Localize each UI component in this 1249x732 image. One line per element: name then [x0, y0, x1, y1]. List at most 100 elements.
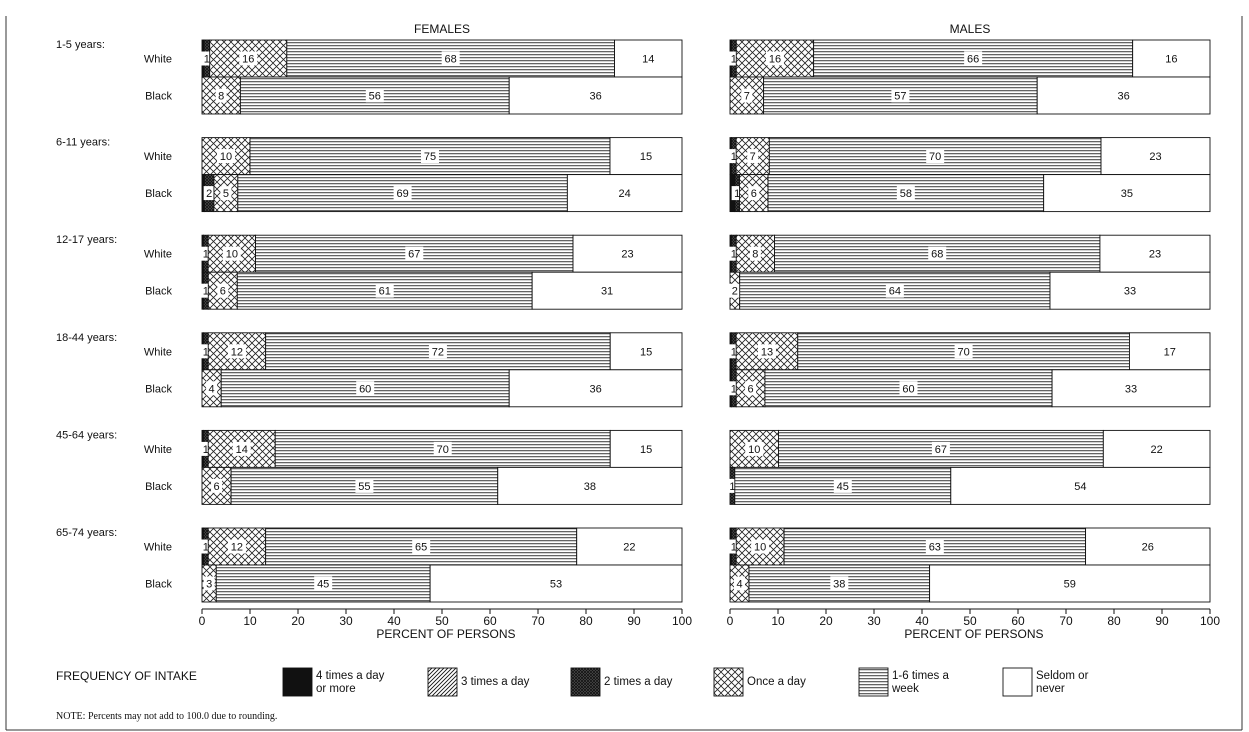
age-group-label: 65-74 years: [56, 527, 117, 539]
segment-value-label: 60 [902, 383, 914, 395]
segment-value-label: 22 [623, 542, 635, 554]
bar-segment-sn [1132, 39, 1211, 78]
race-label: Black [145, 286, 172, 298]
segment-label-bg [211, 478, 223, 493]
segment-value-label: 61 [379, 286, 391, 298]
segment-value-label: 7 [744, 91, 750, 103]
segment-value-label: 8 [752, 249, 758, 261]
bar-segment-sn [1036, 76, 1211, 115]
segment-label-bg [954, 344, 973, 359]
bar-segment-sn [950, 466, 1211, 505]
segment-label-bg [726, 478, 738, 493]
segment-value-label: 59 [1064, 579, 1076, 591]
segment-value-label: 68 [931, 249, 943, 261]
segment-value-label: 23 [1149, 249, 1161, 261]
legend-swatch [713, 667, 744, 697]
bar-row: 2 5 69 24 [201, 174, 683, 213]
legend-label: or more [316, 683, 356, 695]
legend-label: 4 times a day [316, 670, 385, 682]
segment-value-label: 45 [837, 481, 849, 493]
bar-row: 1 45 54 [726, 466, 1211, 505]
legend-label: 2 times a day [604, 676, 673, 688]
legend-item-2x: 2 times a day [570, 667, 673, 697]
segment-label-bg [747, 149, 759, 164]
segment-value-label: 22 [1151, 444, 1163, 456]
segment-value-label: 1 [731, 383, 737, 395]
segment-label-bg [227, 344, 246, 359]
bar-segment-sn [1102, 429, 1211, 468]
bar-row: 1 8 68 23 [728, 234, 1211, 273]
segment-value-label: 36 [1117, 91, 1129, 103]
segment-label-bg [201, 51, 213, 66]
segment-value-label: 56 [369, 91, 381, 103]
bar-segment-sn [429, 564, 683, 603]
x-tick-label: 50 [963, 614, 977, 628]
segment-value-label: 1 [731, 542, 737, 554]
legend-swatch [570, 667, 601, 697]
segment-value-label: 72 [432, 346, 444, 358]
segment-label-bg [885, 283, 904, 298]
race-label: White [144, 444, 172, 456]
segment-value-label: 1 [204, 54, 210, 66]
segment-label-bg [745, 381, 757, 396]
segment-value-label: 38 [833, 579, 845, 591]
segment-value-label: 15 [640, 151, 652, 163]
segment-value-label: 63 [929, 542, 941, 554]
segment-value-label: 16 [769, 54, 781, 66]
bar-row: 2 64 33 [729, 271, 1211, 310]
x-tick-label: 30 [867, 614, 881, 628]
legend-title: FREQUENCY OF INTAKE [56, 669, 197, 683]
segment-label-bg [314, 576, 333, 591]
segment-value-label: 16 [1165, 54, 1177, 66]
segment-label-bg [745, 441, 764, 456]
segment-value-label: 10 [754, 542, 766, 554]
segment-label-bg [728, 149, 740, 164]
segment-value-label: 57 [894, 91, 906, 103]
segment-value-label: 1 [731, 54, 737, 66]
bar-segment-sn [508, 369, 683, 408]
segment-value-label: 26 [1142, 542, 1154, 554]
bar-segment-sn [1051, 369, 1211, 408]
segment-value-label: 6 [220, 286, 226, 298]
segment-label-bg [200, 344, 212, 359]
segment-label-bg [728, 246, 740, 261]
segment-label-bg [728, 381, 740, 396]
bar-row: 6 55 38 [201, 466, 683, 505]
segment-value-label: 75 [424, 151, 436, 163]
x-tick-label: 80 [1107, 614, 1121, 628]
x-tick-label: 20 [819, 614, 833, 628]
legend-swatch [282, 667, 313, 697]
segment-value-label: 23 [1149, 151, 1161, 163]
x-tick-label: 80 [579, 614, 593, 628]
x-tick-label: 70 [1059, 614, 1073, 628]
bar-row: 4 38 59 [729, 564, 1211, 603]
bar-segment-sn [508, 76, 683, 115]
bar-row: 1 16 68 14 [201, 39, 683, 78]
segment-label-bg [441, 51, 460, 66]
bar-row: 1 6 61 31 [200, 271, 683, 310]
bar-segment-sn [609, 137, 683, 176]
segment-value-label: 35 [1121, 188, 1133, 200]
x-tick-label: 100 [672, 614, 692, 628]
segment-value-label: 55 [358, 481, 370, 493]
segment-label-bg [891, 88, 910, 103]
segment-label-bg [217, 283, 229, 298]
x-tick-label: 60 [1011, 614, 1025, 628]
bar-row: 4 60 36 [201, 369, 683, 408]
bar-segment-sn [1049, 271, 1211, 310]
segment-value-label: 2 [206, 188, 212, 200]
segment-value-label: 10 [220, 151, 232, 163]
segment-value-label: 67 [935, 444, 947, 456]
bar-row: 1 6 58 35 [729, 174, 1211, 213]
segment-value-label: 17 [1164, 346, 1176, 358]
x-tick-label: 70 [531, 614, 545, 628]
segment-value-label: 69 [396, 188, 408, 200]
segment-label-bg [830, 576, 849, 591]
bar-row: 1 6 60 33 [728, 369, 1211, 408]
segment-value-label: 53 [550, 579, 562, 591]
segment-value-label: 15 [640, 444, 652, 456]
segment-label-bg [200, 283, 212, 298]
